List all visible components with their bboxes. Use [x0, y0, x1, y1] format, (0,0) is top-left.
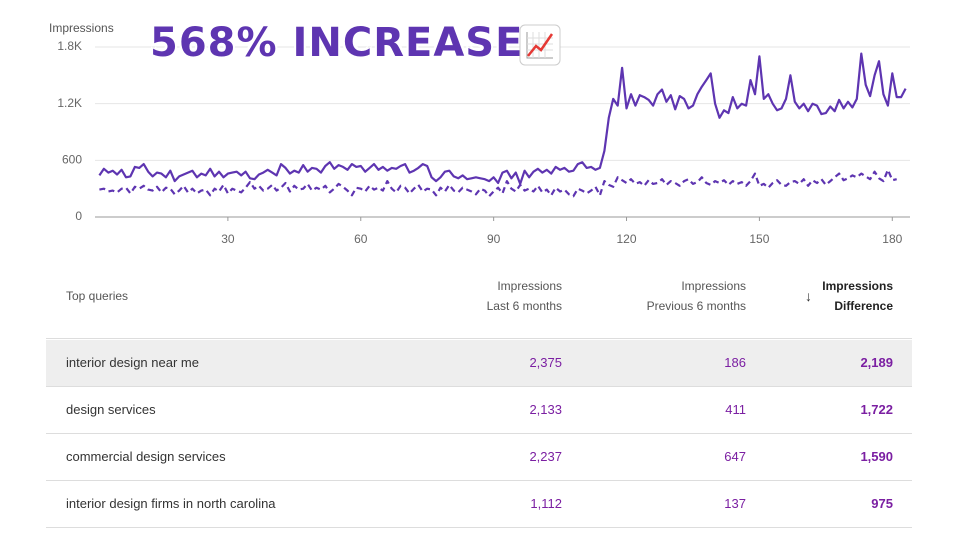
sort-arrow[interactable]: ↓: [805, 288, 812, 304]
table-row[interactable]: interior design near me 2,375 186 2,189: [46, 340, 912, 387]
header-line: Impressions: [497, 279, 562, 293]
series-line: [98, 52, 907, 185]
x-tick-label: 150: [749, 232, 769, 246]
header-line: Impressions: [681, 279, 746, 293]
column-header: Top queries: [66, 289, 129, 303]
series-line: [99, 168, 897, 198]
headline: 568% INCREASE!: [150, 20, 543, 66]
table-row[interactable]: commercial design services 2,237 647 1,590: [46, 434, 912, 481]
table-row[interactable]: design services 2,133 411 1,722: [46, 387, 912, 434]
chart-emoji: [519, 24, 561, 66]
x-tick-label: 30: [221, 232, 235, 246]
metric-cell: 411: [725, 402, 746, 417]
chart: Impressions 0 600 1.2K 1.8K 30 60 90 120 150 180: [49, 21, 910, 246]
column-header[interactable]: Impressions Difference: [733, 276, 893, 316]
table-row[interactable]: interior design firms in north carolina 1…: [46, 481, 912, 528]
x-tick-label: 60: [354, 232, 368, 246]
metric-cell: 2,237: [529, 449, 562, 464]
query-cell: interior design near me: [66, 355, 199, 370]
y-tick-label: 1.8K: [57, 39, 82, 53]
query-cell: commercial design services: [66, 449, 226, 464]
header-divider: [46, 338, 912, 339]
x-tick-label: 90: [487, 232, 501, 246]
x-tick-label: 180: [882, 232, 902, 246]
header-line: Impressions: [822, 279, 893, 293]
metric-cell: 2,133: [529, 402, 562, 417]
metric-cell: 1,590: [860, 449, 893, 464]
query-cell: interior design firms in north carolina: [66, 496, 276, 511]
header-line: Previous 6 months: [646, 299, 746, 313]
x-tick-label: 120: [617, 232, 637, 246]
metric-cell: 186: [724, 355, 746, 370]
query-cell: design services: [66, 402, 156, 417]
metric-cell: 647: [724, 449, 746, 464]
metric-cell: 137: [724, 496, 746, 511]
y-tick-label: 0: [75, 209, 82, 223]
metric-cell: 2,189: [860, 355, 893, 370]
y-tick-label: 600: [62, 153, 82, 167]
metric-cell: 1,112: [530, 496, 562, 511]
metric-cell: 2,375: [529, 355, 562, 370]
y-axis-title: Impressions: [49, 21, 114, 35]
header-line: Last 6 months: [486, 299, 562, 313]
metric-cell: 1,722: [860, 402, 893, 417]
metric-cell: 975: [871, 496, 893, 511]
y-tick-label: 1.2K: [57, 96, 82, 110]
header-line: Difference: [834, 299, 893, 313]
column-header: Impressions Previous 6 months: [586, 276, 746, 316]
column-header: Impressions Last 6 months: [402, 276, 562, 316]
